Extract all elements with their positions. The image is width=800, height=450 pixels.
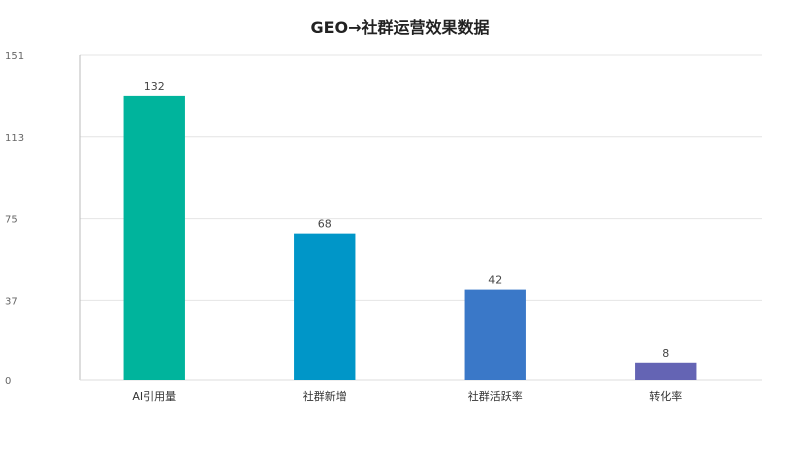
bar — [635, 362, 697, 380]
data-label: 8 — [662, 347, 669, 360]
y-tick-labels: 0 37 75 113 151 — [5, 51, 24, 387]
data-labels: 132 68 42 8 — [144, 80, 670, 360]
gridlines — [80, 54, 762, 301]
category-label: 社群新增 — [303, 389, 347, 403]
data-label: 68 — [318, 218, 332, 231]
category-label: AI引用量 — [132, 389, 176, 403]
data-label: 132 — [144, 80, 165, 93]
y-tick-label: 113 — [5, 133, 24, 144]
y-tick-label: 75 — [5, 215, 18, 226]
y-tick-label: 151 — [5, 51, 24, 62]
chart-title: GEO→社群运营效果数据 — [310, 18, 490, 37]
category-label: 社群活跃率 — [468, 389, 523, 403]
bar — [294, 233, 356, 380]
bars — [123, 95, 697, 380]
y-tick-label: 37 — [5, 296, 18, 307]
category-label: 转化率 — [649, 389, 682, 403]
data-label: 42 — [488, 274, 502, 287]
bar — [123, 95, 185, 380]
y-tick-label: 0 — [5, 376, 11, 387]
category-labels: AI引用量 社群新增 社群活跃率 转化率 — [132, 389, 682, 403]
bar — [464, 289, 526, 380]
